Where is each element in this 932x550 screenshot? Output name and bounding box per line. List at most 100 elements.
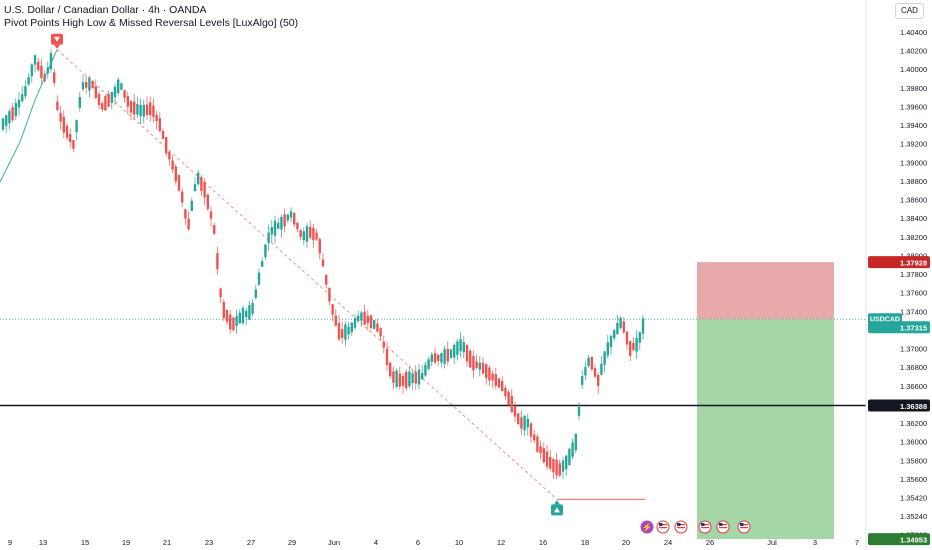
candle-body	[133, 101, 136, 115]
y-tick-label: 1.35240	[900, 512, 927, 521]
candle-body	[459, 339, 462, 352]
x-tick-label: 4	[374, 538, 378, 547]
candle-body	[497, 378, 501, 388]
y-tick-label: 1.36000	[900, 438, 927, 447]
candle-body	[11, 107, 14, 121]
flag-canton	[659, 523, 663, 526]
y-tick-label: 1.39200	[900, 140, 927, 149]
candle-body	[254, 289, 257, 298]
candle-body	[472, 355, 475, 371]
candle-body	[411, 373, 414, 383]
candle-body	[526, 418, 529, 428]
candle-body	[152, 105, 155, 117]
candle-body	[110, 91, 113, 103]
candle-body	[488, 367, 491, 381]
pivot-low-pointer	[554, 500, 560, 505]
candle-body	[603, 351, 606, 365]
candle-body	[209, 211, 213, 219]
candle-body	[337, 323, 341, 340]
candle-body	[510, 395, 513, 413]
x-tick-label: 24	[664, 538, 672, 547]
x-tick-label: 6	[416, 538, 420, 547]
candle-body	[94, 86, 97, 98]
candle-body	[485, 364, 488, 378]
candle-body	[174, 166, 177, 182]
candle-body	[97, 93, 101, 106]
candle-body	[533, 434, 536, 441]
candle-body	[395, 370, 398, 387]
candle-body	[616, 322, 619, 335]
x-tick-label: 29	[288, 538, 296, 547]
candle-body	[571, 442, 574, 457]
candle-body	[581, 376, 584, 385]
candle-body	[318, 239, 321, 254]
candle-body	[216, 253, 219, 270]
candle-body	[523, 415, 526, 431]
candle-body	[187, 218, 190, 230]
candle-body	[401, 375, 405, 386]
candles	[1, 49, 645, 480]
candle-body	[437, 354, 440, 362]
candle-body	[190, 200, 193, 211]
x-tick-label: 16	[539, 538, 547, 547]
candle-body	[481, 362, 485, 374]
candle-body	[315, 232, 318, 240]
candle-body	[33, 55, 37, 65]
candle-body	[248, 305, 251, 320]
target-price-label: 1.34953	[900, 536, 927, 545]
candle-body	[56, 101, 59, 111]
pivot-low-arrow-icon	[554, 507, 560, 513]
candle-body	[529, 423, 533, 437]
candle-body	[238, 312, 241, 324]
candle-body	[241, 307, 245, 324]
x-tick-label: Jul	[767, 538, 777, 547]
candle-body	[139, 105, 142, 117]
candle-body	[373, 320, 376, 329]
candle-body	[600, 363, 603, 375]
y-tick-label: 1.38800	[900, 177, 927, 186]
y-tick-label: 1.39600	[900, 102, 927, 111]
flag-stripe	[701, 524, 709, 526]
flag-canton	[740, 523, 744, 526]
y-tick-label: 1.39800	[900, 84, 927, 93]
flag-canton	[719, 523, 723, 526]
indicator-title[interactable]: Pivot Points High Low & Missed Reversal …	[4, 17, 299, 29]
candle-body	[286, 214, 289, 221]
candle-body	[385, 348, 389, 366]
candle-body	[347, 326, 350, 335]
candle-body	[433, 353, 437, 363]
x-tick-label: 23	[205, 538, 213, 547]
x-tick-label: 27	[247, 538, 255, 547]
y-tick-label: 1.38600	[900, 196, 927, 205]
candle-body	[302, 231, 305, 241]
current-price-label: 1.37315	[900, 324, 927, 333]
x-tick-label: 7	[855, 538, 859, 547]
candle-body	[72, 140, 75, 149]
candle-body	[62, 116, 65, 133]
candle-body	[453, 344, 456, 358]
flag-stripe	[659, 524, 667, 526]
candle-body	[171, 160, 174, 170]
candle-body	[609, 335, 613, 348]
candle-body	[421, 373, 424, 380]
candle-body	[597, 374, 600, 386]
candle-body	[517, 413, 520, 425]
candle-body	[299, 230, 302, 237]
candle-body	[376, 323, 379, 332]
candle-body	[126, 96, 129, 107]
candle-body	[232, 317, 235, 331]
candle-body	[622, 321, 625, 333]
candle-body	[197, 172, 200, 185]
candle-body	[129, 101, 133, 113]
candle-body	[392, 371, 395, 383]
candle-body	[59, 112, 62, 122]
candle-body	[577, 406, 581, 416]
candle-body	[443, 349, 446, 365]
currency-button[interactable]: CAD	[895, 3, 924, 19]
indicator-overlay	[0, 33, 645, 516]
candle-body	[283, 214, 286, 227]
current-price-label-bg	[868, 321, 930, 334]
candle-body	[619, 317, 622, 329]
candle-body	[14, 103, 17, 117]
